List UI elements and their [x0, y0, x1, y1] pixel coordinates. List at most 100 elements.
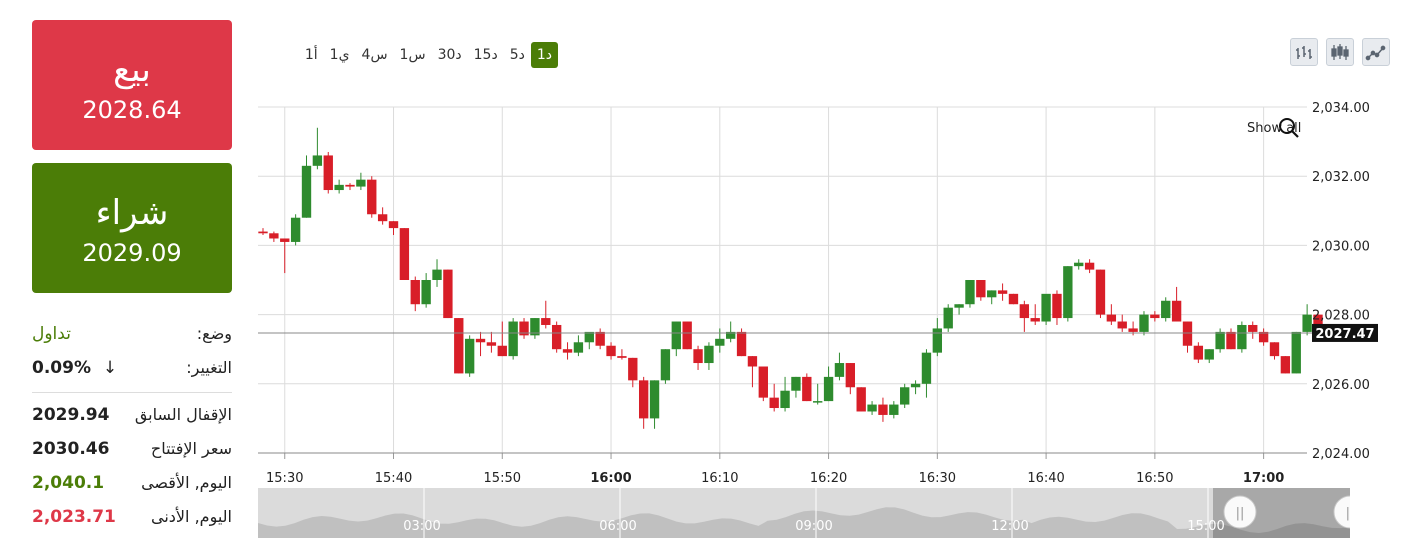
x-tick-label: 15:50: [484, 471, 521, 486]
navigator-label: 03:00: [403, 519, 440, 534]
candle-down: [1248, 324, 1258, 332]
candle-up: [791, 376, 801, 391]
x-tick-label: 16:10: [701, 471, 738, 486]
navigator-series: [258, 507, 1350, 538]
candle-down: [1030, 318, 1040, 322]
navigator[interactable]: 03:00 06:00 09:00 12:00 15:00 || ||: [258, 488, 1367, 538]
candle-up: [943, 307, 953, 329]
candle-down: [638, 380, 649, 419]
prev-close-label: الإقفال السابق: [134, 405, 232, 424]
candle-up: [671, 321, 681, 350]
candle-up: [530, 318, 540, 336]
candle-up: [954, 304, 964, 308]
buy-label: شراء: [95, 193, 169, 233]
candle-down: [736, 331, 747, 357]
candle-down: [1084, 262, 1095, 270]
candle-up: [965, 280, 975, 305]
candle-down: [377, 214, 388, 222]
candle-down: [595, 331, 605, 346]
status-value: تداول: [32, 324, 71, 344]
x-tick-label: 16:40: [1027, 471, 1064, 486]
navigator-label: 12:00: [991, 519, 1028, 534]
sell-label: بيع: [113, 50, 151, 90]
candle-up: [508, 321, 518, 357]
candle-up: [921, 352, 932, 384]
candle-down: [454, 318, 464, 374]
status-row: وضع: تداول: [32, 318, 232, 352]
candle-up: [889, 404, 899, 415]
navigator-mask: [258, 488, 1213, 538]
x-tick-label: 16:00: [590, 471, 631, 486]
candle-up: [780, 390, 790, 409]
timeframe-4[interactable]: 30د: [437, 47, 462, 63]
candle-up: [1204, 349, 1214, 360]
candle-up: [704, 345, 714, 364]
candle-up: [334, 184, 344, 191]
sell-button[interactable]: بيع 2028.64: [32, 20, 232, 150]
candle-down: [1313, 314, 1323, 325]
candle-down: [1269, 342, 1280, 357]
candle-down: [628, 357, 638, 381]
candle-down: [606, 345, 616, 357]
candle-down: [802, 376, 812, 402]
x-tick-label: 16:30: [919, 471, 956, 486]
candle-down: [519, 321, 529, 336]
candle-up: [584, 331, 594, 343]
candlestick-series: [258, 127, 1323, 429]
candle-up: [1215, 331, 1225, 350]
candlestick-chart-icon[interactable]: [1326, 38, 1354, 66]
candle-up: [1237, 324, 1247, 350]
candle-down: [258, 231, 268, 234]
prev-close-row: الإقفال السابق 2029.94: [32, 399, 232, 433]
candle-up: [464, 338, 475, 374]
chart-grid: [258, 106, 1307, 454]
candle-up: [823, 376, 834, 402]
day-low-row: اليوم, الأدنى 2,023.71: [32, 501, 232, 535]
line-chart-icon[interactable]: [1362, 38, 1390, 66]
day-high-row: اليوم, الأقصى 2,040.1: [32, 467, 232, 501]
divider: [32, 392, 232, 393]
candle-up: [1302, 314, 1312, 332]
navigator-handle-left[interactable]: ||: [1223, 495, 1257, 529]
y-tick-label: 2,034.00: [1312, 101, 1370, 116]
timeframe-7[interactable]: 1د: [530, 42, 558, 68]
timeframe-2[interactable]: 4س: [361, 47, 388, 63]
buy-button[interactable]: شراء 2029.09: [32, 163, 232, 293]
timeframe-5[interactable]: 15د: [473, 47, 498, 63]
timeframe-0[interactable]: 1أ: [304, 47, 318, 63]
zoom-icon: [1279, 118, 1299, 138]
current-price-marker: 2027.47: [258, 323, 1378, 342]
candle-down: [1052, 293, 1062, 319]
x-tick-label: 17:00: [1243, 471, 1284, 486]
navigator-handle-right-glyph: ||: [1346, 506, 1350, 521]
show-all-button[interactable]: Show all: [1247, 118, 1301, 138]
candle-down: [976, 280, 986, 298]
navigator-handle-left-glyph: ||: [1236, 506, 1245, 521]
y-tick-label: 2,026.00: [1312, 378, 1370, 393]
candle-down: [1226, 331, 1236, 350]
candle-down: [769, 397, 779, 409]
current-price-badge: [1312, 323, 1378, 342]
candle-up: [1161, 300, 1171, 319]
day-high-label: اليوم, الأقصى: [141, 473, 232, 492]
timeframe-6[interactable]: 5د: [509, 47, 525, 63]
candle-up: [1041, 293, 1051, 322]
status-label: وضع:: [196, 324, 232, 343]
open-row: سعر الإفتتاح 2030.46: [32, 433, 232, 467]
y-tick-label: 2,024.00: [1312, 447, 1370, 462]
candle-down: [410, 280, 420, 305]
navigator-label: 09:00: [795, 519, 832, 534]
x-tick-label: 16:50: [1136, 471, 1173, 486]
candle-down: [617, 356, 627, 358]
navigator-label: 15:00: [1187, 519, 1224, 534]
day-low-label: اليوم, الأدنى: [151, 507, 232, 526]
timeframe-3[interactable]: 1س: [399, 47, 426, 63]
candle-up: [649, 380, 660, 419]
candle-down: [682, 321, 692, 350]
candle-up: [312, 155, 323, 166]
bar-chart-icon[interactable]: [1290, 38, 1318, 66]
y-tick-label: 2,028.00: [1312, 309, 1370, 324]
candle-down: [997, 290, 1008, 294]
timeframe-1[interactable]: 1ي: [329, 47, 350, 63]
